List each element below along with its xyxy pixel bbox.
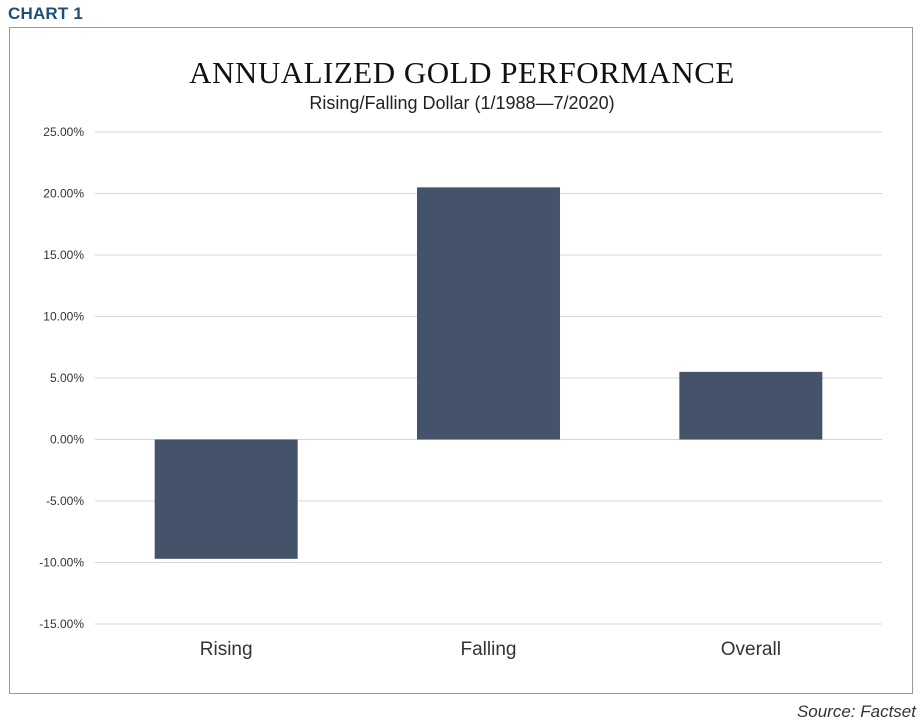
y-axis-ticks: 25.00% 20.00% 15.00% 10.00% 5.00% 0.00% -5.00%… <box>39 125 84 631</box>
y-tick-label: -15.00% <box>39 617 84 631</box>
y-tick-label: 20.00% <box>43 187 84 201</box>
bar-overall <box>679 371 823 440</box>
y-tick-label: 10.00% <box>43 310 84 324</box>
y-tick-label: -5.00% <box>46 494 84 508</box>
chart-number-label: CHART 1 <box>8 4 84 23</box>
y-tick-label: 15.00% <box>43 248 84 262</box>
x-tick-label: Overall <box>721 639 781 660</box>
y-tick-label: -10.00% <box>39 556 84 570</box>
source-note: Source: Factset <box>796 702 916 721</box>
chart-subtitle: Rising/Falling Dollar (1/1988—7/2020) <box>309 93 615 113</box>
chart-title: ANNUALIZED GOLD PERFORMANCE <box>189 55 735 90</box>
y-tick-label: 25.00% <box>43 125 84 139</box>
y-tick-label: 0.00% <box>50 433 84 447</box>
x-tick-label: Rising <box>200 639 253 660</box>
bar-falling <box>417 187 560 440</box>
bars <box>154 187 823 559</box>
x-tick-label: Falling <box>461 639 517 660</box>
x-axis-ticks: Rising Falling Overall <box>200 639 781 660</box>
y-tick-label: 5.00% <box>50 371 84 385</box>
bar-rising <box>154 439 298 559</box>
